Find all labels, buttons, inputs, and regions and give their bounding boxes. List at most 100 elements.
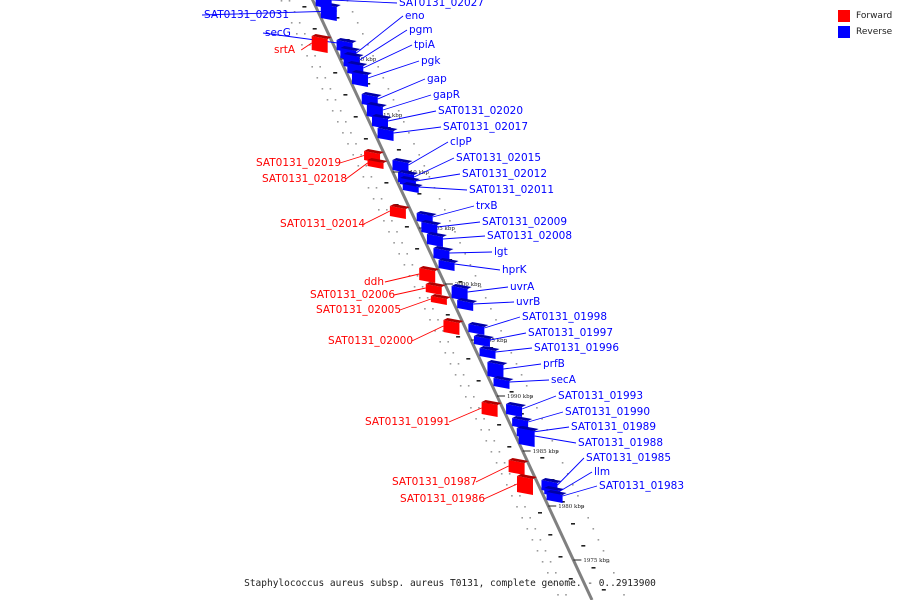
gene-label: eno [405,10,425,22]
scale-tick-label: 2015 kbp [376,113,403,119]
gene-feature-uvrA [451,284,509,301]
gene-label: gap [427,73,447,85]
legend-label-reverse: Reverse [856,27,893,37]
gene-glyph-top [473,334,494,339]
gene-glyph-top [546,490,567,495]
gene-feature-SAT0131_02009 [421,220,481,235]
gene-feature-SAT0131_02008 [426,232,486,247]
gene-glyph-top [508,458,529,463]
gene-leader-line [345,162,368,180]
gene-label: SAT0131_02019 [256,157,341,169]
gene-glyph [506,404,523,417]
gene-glyph [468,324,485,335]
gene-leader-line [300,42,312,51]
gene-leader-line [475,465,509,483]
legend-label-forward: Forward [856,11,893,21]
gene-glyph-top [438,258,459,263]
gene-feature-SAT0131_02000 [411,318,464,342]
gene-leader-line [339,155,365,164]
gene-feature-SAT0131_02027 [315,0,398,9]
gene-leader-line [432,205,475,218]
gene-leader-line [367,60,420,79]
legend: Forward Reverse [838,8,892,40]
gene-label: SAT0131_02017 [443,121,528,133]
scale-tick-label: 1990 kbp [507,394,534,400]
gene-glyph-top [367,158,388,163]
gene-feature-SAT0131_02020 [371,110,437,129]
scale-tick-label: 1995 kbp [481,338,508,344]
gene-label: secA [551,374,577,386]
gene-leader-line [437,221,481,228]
gene-feature-prfB [487,360,542,379]
gene-glyph-top [366,102,387,107]
gene-label: SAT0131_02012 [462,168,547,180]
gene-leader-line [399,298,432,311]
gene-label: trxB [476,200,498,212]
legend-item-forward: Forward [838,8,892,24]
gene-label: hprK [502,264,528,276]
gene-glyph [479,348,496,359]
gene-glyph [315,0,332,9]
gene-feature-SAT0131_01983 [546,485,598,503]
gene-leader-line [387,110,437,122]
gene-leader-line [442,235,486,240]
gene-glyph-top [512,416,533,421]
gene-label: SAT0131_01986 [400,493,485,505]
gene-feature-SAT0131_01990 [512,411,564,429]
gene-leader-line [528,411,564,423]
gene-leader-line [473,301,515,305]
gene-glyph [508,460,525,475]
gene-feature-SAT0131_01987 [475,458,529,483]
gene-label: SAT0131_02006 [310,289,395,301]
gene-leader-line [449,251,493,254]
gene-label: tpiA [414,39,436,51]
gene-leader-line [377,78,426,100]
gene-glyph [433,248,450,261]
gene-glyph-top [443,318,464,323]
gene-leader-line [562,485,598,497]
gene-label: SAT0131_02000 [328,335,413,347]
gene-leader-line [363,210,391,225]
gene-leader-line [201,10,337,16]
gene-glyph-top [392,158,413,163]
gene-glyph-top [377,126,398,131]
gene-label: SAT0131_02008 [487,230,572,242]
gene-leader-line [560,471,593,492]
gene-leader-line [495,347,533,353]
gene-label: srtA [274,44,296,56]
gene-glyph-top [336,38,357,43]
gene-leader-line [382,94,432,111]
gene-glyph-top [430,294,451,299]
gene-glyph-top [487,360,508,365]
gene-leader-line [467,286,509,293]
scale-tick-label: 1985 kbp [533,449,560,455]
gene-glyph [487,362,504,379]
gene-feature-SAT0131_01998 [468,316,521,335]
gene-features [201,0,598,503]
gene-glyph-top [479,346,500,351]
gene-glyph [518,428,535,447]
gene-leader-line [534,435,577,444]
gene-glyph [377,128,394,141]
gene-glyph-top [364,149,385,154]
gene-glyph-top [399,176,420,181]
gene-glyph-top [506,402,527,407]
gene-leader-line [393,126,442,134]
gene-leader-line [393,287,426,296]
gene-glyph-top [311,34,332,39]
gene-glyph [457,300,474,311]
gene-leader-line [509,379,550,383]
gene-leader-line [363,44,413,69]
scale-tick-label: 2005 kbp [429,226,456,232]
gene-label: SAT0131_02031 [204,9,289,21]
gene-feature-SAT0131_02018 [345,158,388,180]
gene-leader-line [384,273,420,283]
gene-feature-secA [493,376,550,389]
genome-backbone [311,0,594,600]
gene-leader-line [331,0,398,4]
gene-glyph [351,72,368,87]
gene-feature-SAT0131_02006 [393,282,446,296]
gene-glyph [392,160,409,173]
gene-feature-SAT0131_02017 [377,126,442,141]
